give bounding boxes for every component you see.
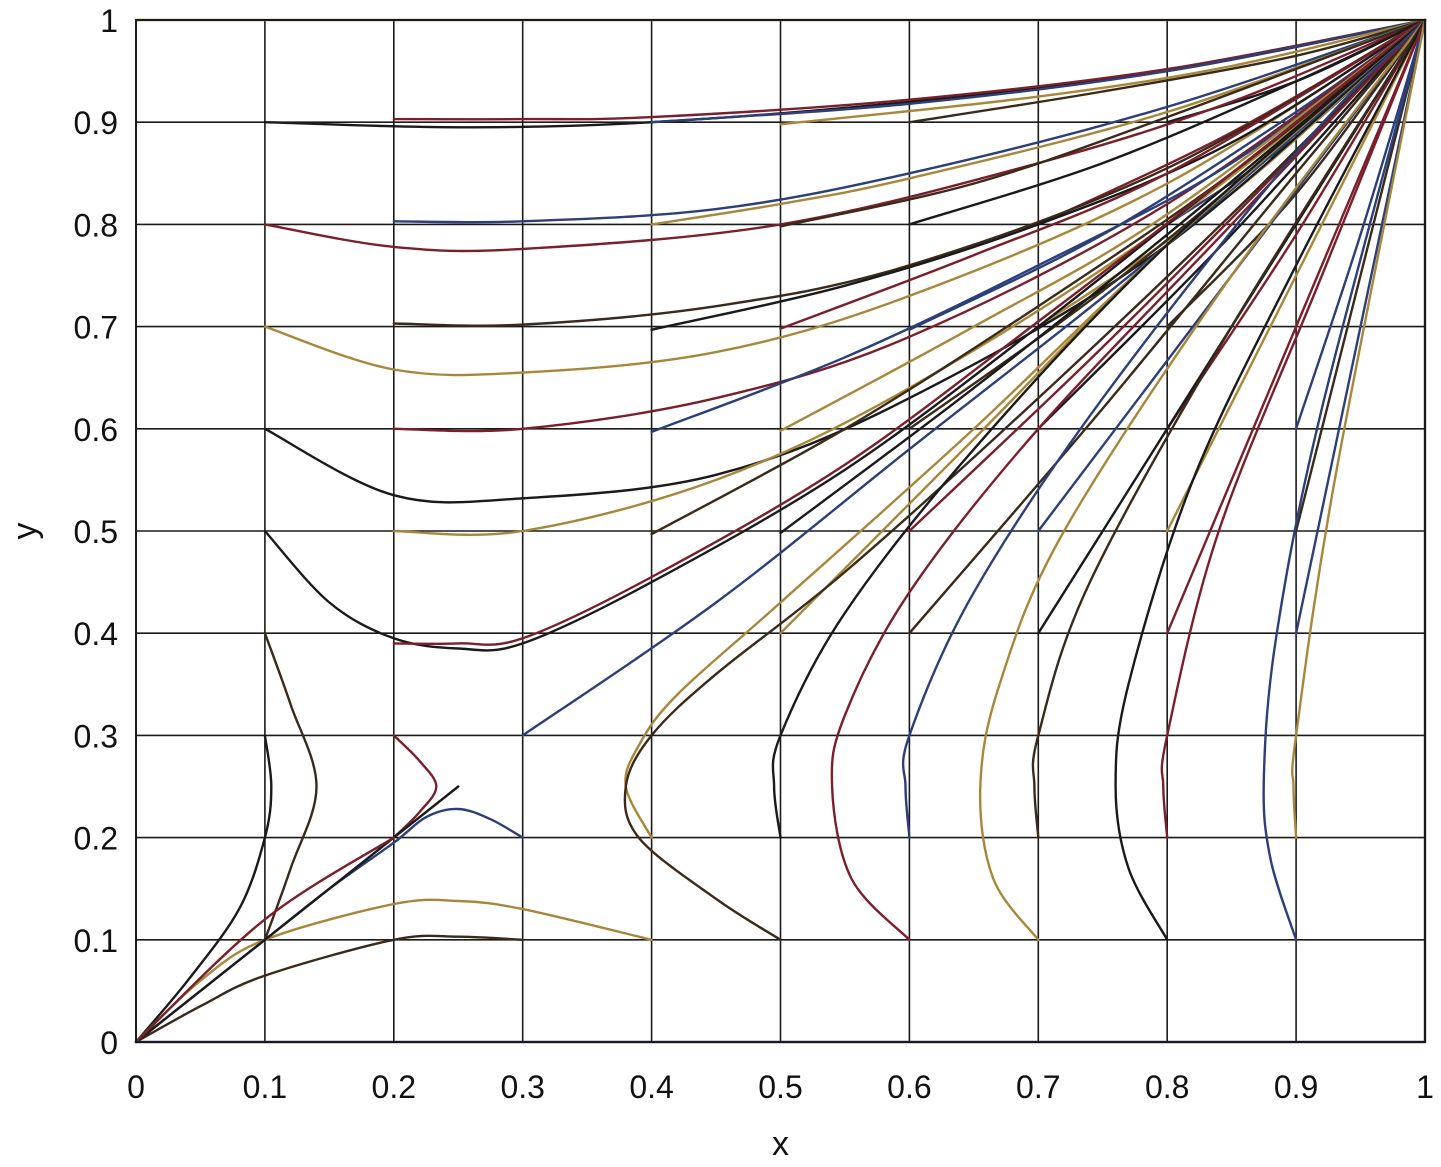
x-tick-label: 0.1 bbox=[243, 1069, 287, 1105]
trajectory-line bbox=[134, 734, 273, 1044]
x-tick-label: 1 bbox=[1416, 1069, 1434, 1105]
trajectory-line bbox=[779, 18, 1427, 535]
x-tick-label: 0.2 bbox=[372, 1069, 416, 1105]
trajectory-line bbox=[908, 18, 1427, 124]
y-tick-label: 0.9 bbox=[74, 105, 118, 141]
trajectory-line bbox=[134, 785, 460, 1044]
x-tick-label: 0.9 bbox=[1274, 1069, 1318, 1105]
trajectory-line bbox=[650, 18, 1427, 226]
y-tick-label: 0.6 bbox=[74, 412, 118, 448]
trajectory-line bbox=[263, 18, 1427, 129]
trajectory-line bbox=[392, 18, 1427, 536]
x-axis-label: x bbox=[772, 1125, 789, 1163]
trajectory-line bbox=[1037, 18, 1427, 430]
trajectory-line bbox=[134, 807, 524, 1044]
x-tick-label: 0 bbox=[127, 1069, 145, 1105]
trajectory-line bbox=[263, 18, 1427, 652]
y-tick-label: 0 bbox=[100, 1025, 118, 1061]
trajectory-line bbox=[392, 18, 1427, 224]
y-tick-label: 0.8 bbox=[74, 207, 118, 243]
x-tick-label: 0.7 bbox=[1016, 1069, 1060, 1105]
trajectory-line bbox=[263, 632, 318, 941]
trajectory-line bbox=[134, 836, 395, 1044]
trajectories bbox=[134, 18, 1427, 1044]
trajectory-line bbox=[392, 18, 1427, 121]
trajectory-line bbox=[392, 734, 438, 839]
x-tick-label: 0.8 bbox=[1145, 1069, 1189, 1105]
trajectory-line bbox=[908, 18, 1427, 635]
trajectory-line bbox=[779, 18, 1427, 330]
trajectory-line bbox=[134, 934, 524, 1044]
trajectory-line bbox=[623, 18, 1427, 941]
trajectory-line bbox=[392, 18, 1427, 327]
trajectory-line bbox=[1160, 18, 1427, 839]
y-tick-label: 0.5 bbox=[74, 514, 118, 550]
y-tick-labels: 0 0.1 0.2 0.3 0.4 0.5 0.6 0.7 0.8 0.9 1 bbox=[74, 3, 118, 1061]
trajectory-line bbox=[830, 18, 1427, 941]
trajectory-line bbox=[650, 18, 1427, 124]
trajectory-line bbox=[263, 18, 1427, 377]
trajectory-line bbox=[1294, 18, 1427, 430]
trajectory-line bbox=[771, 18, 1427, 839]
x-tick-labels: 0 0.1 0.2 0.3 0.4 0.5 0.6 0.7 0.8 0.9 1 bbox=[127, 1069, 1434, 1105]
trajectory-line bbox=[392, 18, 1427, 433]
trajectory-line bbox=[263, 18, 1427, 504]
y-tick-label: 0.4 bbox=[74, 616, 118, 652]
y-tick-label: 1 bbox=[100, 3, 118, 39]
x-tick-label: 0.5 bbox=[758, 1069, 802, 1105]
plot-frame bbox=[135, 19, 1426, 1043]
trajectory-line bbox=[650, 18, 1427, 331]
y-tick-label: 0.7 bbox=[74, 310, 118, 346]
trajectory-line bbox=[1166, 18, 1427, 328]
y-tick-label: 0.1 bbox=[74, 923, 118, 959]
x-tick-label: 0.3 bbox=[500, 1069, 544, 1105]
trajectory-line bbox=[134, 898, 653, 1044]
y-axis-label: y bbox=[6, 523, 44, 540]
trajectory-line bbox=[1114, 18, 1427, 941]
trajectory-line bbox=[1031, 18, 1427, 839]
y-tick-label: 0.2 bbox=[74, 821, 118, 857]
x-tick-label: 0.4 bbox=[629, 1069, 673, 1105]
trajectory-line bbox=[779, 18, 1427, 228]
trajectory-line bbox=[392, 18, 1427, 646]
trajectory-line bbox=[779, 18, 1427, 126]
trajectory-line bbox=[908, 18, 1427, 226]
trajectory-line bbox=[779, 18, 1427, 432]
trajectory-line bbox=[901, 18, 1427, 839]
trajectory-line bbox=[521, 18, 1427, 737]
trajectory-line bbox=[1262, 18, 1427, 941]
trajectory-line bbox=[1291, 18, 1427, 839]
x-tick-label: 0.6 bbox=[887, 1069, 931, 1105]
y-tick-label: 0.3 bbox=[74, 718, 118, 754]
trajectory-line bbox=[978, 18, 1427, 941]
